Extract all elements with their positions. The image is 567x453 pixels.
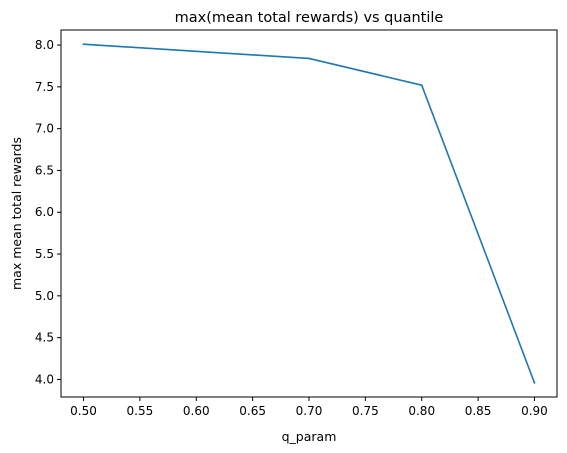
x-tick-label: 0.60 — [183, 404, 210, 418]
x-tick-label: 0.50 — [70, 404, 97, 418]
x-tick-label: 0.65 — [239, 404, 266, 418]
plot-series — [82, 43, 536, 384]
y-tick-label: 6.5 — [35, 163, 54, 177]
plot-frame — [60, 29, 558, 398]
y-axis-label: max mean total rewards — [9, 137, 24, 290]
data-point — [308, 57, 310, 60]
y-tick-label: 4.0 — [35, 372, 54, 386]
y-tick-label: 5.5 — [35, 247, 54, 261]
data-point — [533, 381, 536, 384]
x-tick-label: 0.85 — [465, 404, 492, 418]
chart-title: max(mean total rewards) vs quantile — [175, 10, 444, 26]
data-point — [420, 84, 423, 86]
x-tick-label: 0.75 — [352, 404, 379, 418]
y-axis: 4.0 4.5 5.0 5.5 6.0 6.5 7.0 7.5 8.0 — [35, 38, 61, 386]
x-tick-label: 0.55 — [127, 404, 154, 418]
series-line — [82, 43, 536, 384]
x-tick-label: 0.90 — [521, 404, 548, 418]
x-axis: 0.50 0.55 0.60 0.65 0.70 0.75 0.80 0.85 0.90 — [70, 397, 548, 418]
y-tick-label: 7.0 — [35, 122, 54, 136]
y-tick-label: 4.5 — [35, 331, 54, 345]
y-tick-label: 7.5 — [35, 80, 54, 94]
y-tick-label: 5.0 — [35, 289, 54, 303]
y-tick-label: 6.0 — [35, 205, 54, 219]
x-axis-label: q_param — [282, 429, 337, 444]
data-point — [82, 43, 85, 46]
y-tick-label: 8.0 — [35, 38, 54, 52]
x-tick-label: 0.70 — [296, 404, 323, 418]
x-tick-label: 0.80 — [408, 404, 435, 418]
